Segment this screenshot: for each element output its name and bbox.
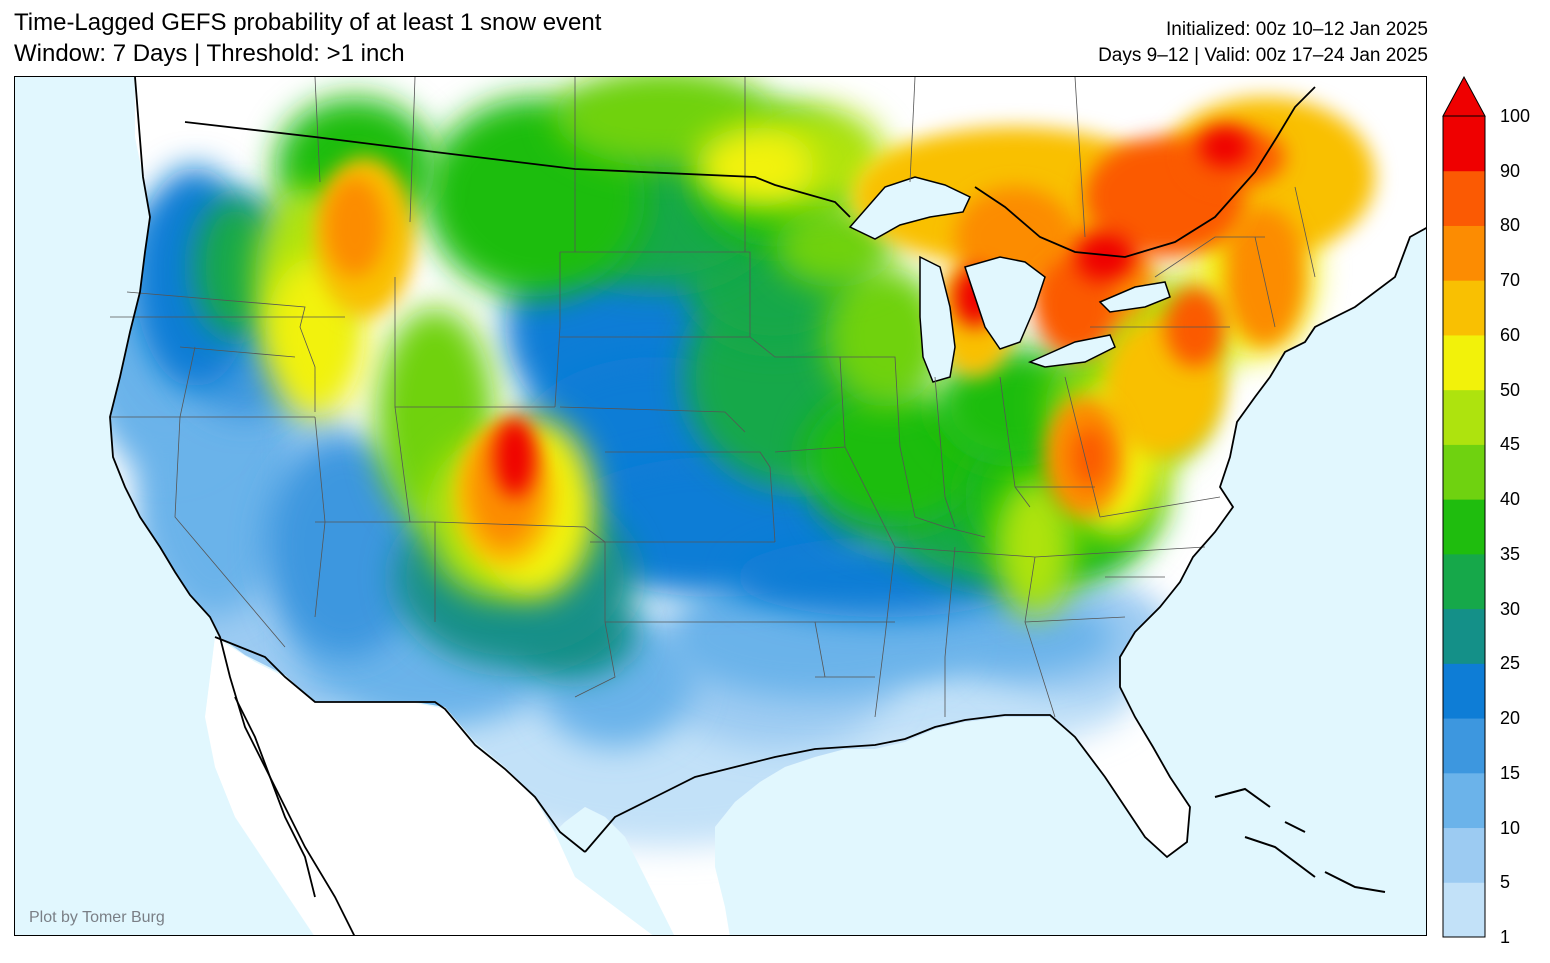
colorbar-bin	[1443, 170, 1485, 226]
probability-contour	[1225, 207, 1305, 347]
us-canada-border	[184, 121, 851, 218]
colorbar-bin	[1443, 334, 1485, 391]
colorbar-tick-label: 60	[1500, 324, 1521, 345]
colorbar-tick-label: 45	[1500, 434, 1521, 455]
probability-contour	[695, 127, 815, 207]
colorbar-tick-label: 90	[1500, 160, 1521, 181]
map-subtitle: Window: 7 Days | Threshold: >1 inch	[14, 40, 405, 67]
colorbar-tick-label: 30	[1500, 598, 1521, 619]
probability-contour	[265, 437, 425, 657]
probability-contour	[495, 417, 535, 497]
colorbar-tick-label: 100	[1500, 106, 1531, 126]
map-panel: Plot by Tomer Burg	[14, 76, 1427, 936]
colorbar-tick-label: 15	[1500, 762, 1521, 783]
colorbar-tick-label: 10	[1500, 817, 1521, 838]
probability-contour	[195, 197, 275, 337]
colorbar-bin	[1443, 499, 1485, 555]
colorbar-tick-label: 20	[1500, 708, 1521, 729]
colorbar	[1442, 76, 1486, 938]
colorbar-bin	[1443, 389, 1485, 445]
us-canada-border-east	[974, 86, 1316, 258]
atlantic-gulf-coastline	[584, 227, 1426, 859]
colorbar-tick-label: 80	[1500, 215, 1521, 236]
colorbar-tick-label: 35	[1500, 543, 1521, 564]
colorbar-bin	[1443, 663, 1485, 719]
colorbar-tick-label: 40	[1500, 489, 1521, 510]
probability-contour	[995, 477, 1075, 617]
colorbar-bin	[1443, 718, 1485, 774]
baja-coastline	[234, 696, 316, 898]
colorbar-bin	[1443, 827, 1485, 883]
great-lakes	[848, 176, 1171, 383]
colorbar-tick-label: 1	[1500, 927, 1511, 947]
us-mexico-border	[214, 636, 586, 853]
colorbar-bin	[1443, 553, 1485, 610]
colorbar-bin	[1443, 116, 1485, 172]
valid-time-label: Days 9–12 | Valid: 00z 17–24 Jan 2025	[1098, 45, 1428, 66]
colorbar-tick-label: 50	[1500, 379, 1521, 400]
probability-contour	[1075, 232, 1135, 282]
state-boundaries	[110, 77, 1316, 718]
colorbar-bin	[1443, 280, 1485, 336]
probability-contour	[825, 267, 945, 407]
init-time-label: Initialized: 00z 10–12 Jan 2025	[1166, 19, 1428, 40]
colorbar-bin	[1443, 608, 1485, 664]
map-title: Time-Lagged GEFS probability of at least…	[14, 9, 602, 36]
colorbar-tick-label: 70	[1500, 270, 1521, 291]
snow-probability-map	[15, 77, 1426, 935]
colorbar-tick-label: 25	[1500, 653, 1521, 674]
mexico-land	[205, 637, 653, 935]
colorbar-bin	[1443, 225, 1485, 281]
colorbar-bin	[1443, 882, 1485, 938]
plot-credit: Plot by Tomer Burg	[29, 909, 165, 926]
colorbar-bin	[1443, 444, 1485, 500]
caribbean-islands	[1214, 787, 1386, 893]
country-borders	[109, 77, 1426, 935]
probability-contour	[1035, 257, 1115, 357]
colorbar-bin	[1443, 772, 1485, 829]
probability-contour	[325, 177, 385, 277]
colorbar-extend-arrow	[1442, 76, 1486, 117]
colorbar-tick-label: 5	[1500, 872, 1511, 893]
probability-contour	[1200, 127, 1250, 167]
